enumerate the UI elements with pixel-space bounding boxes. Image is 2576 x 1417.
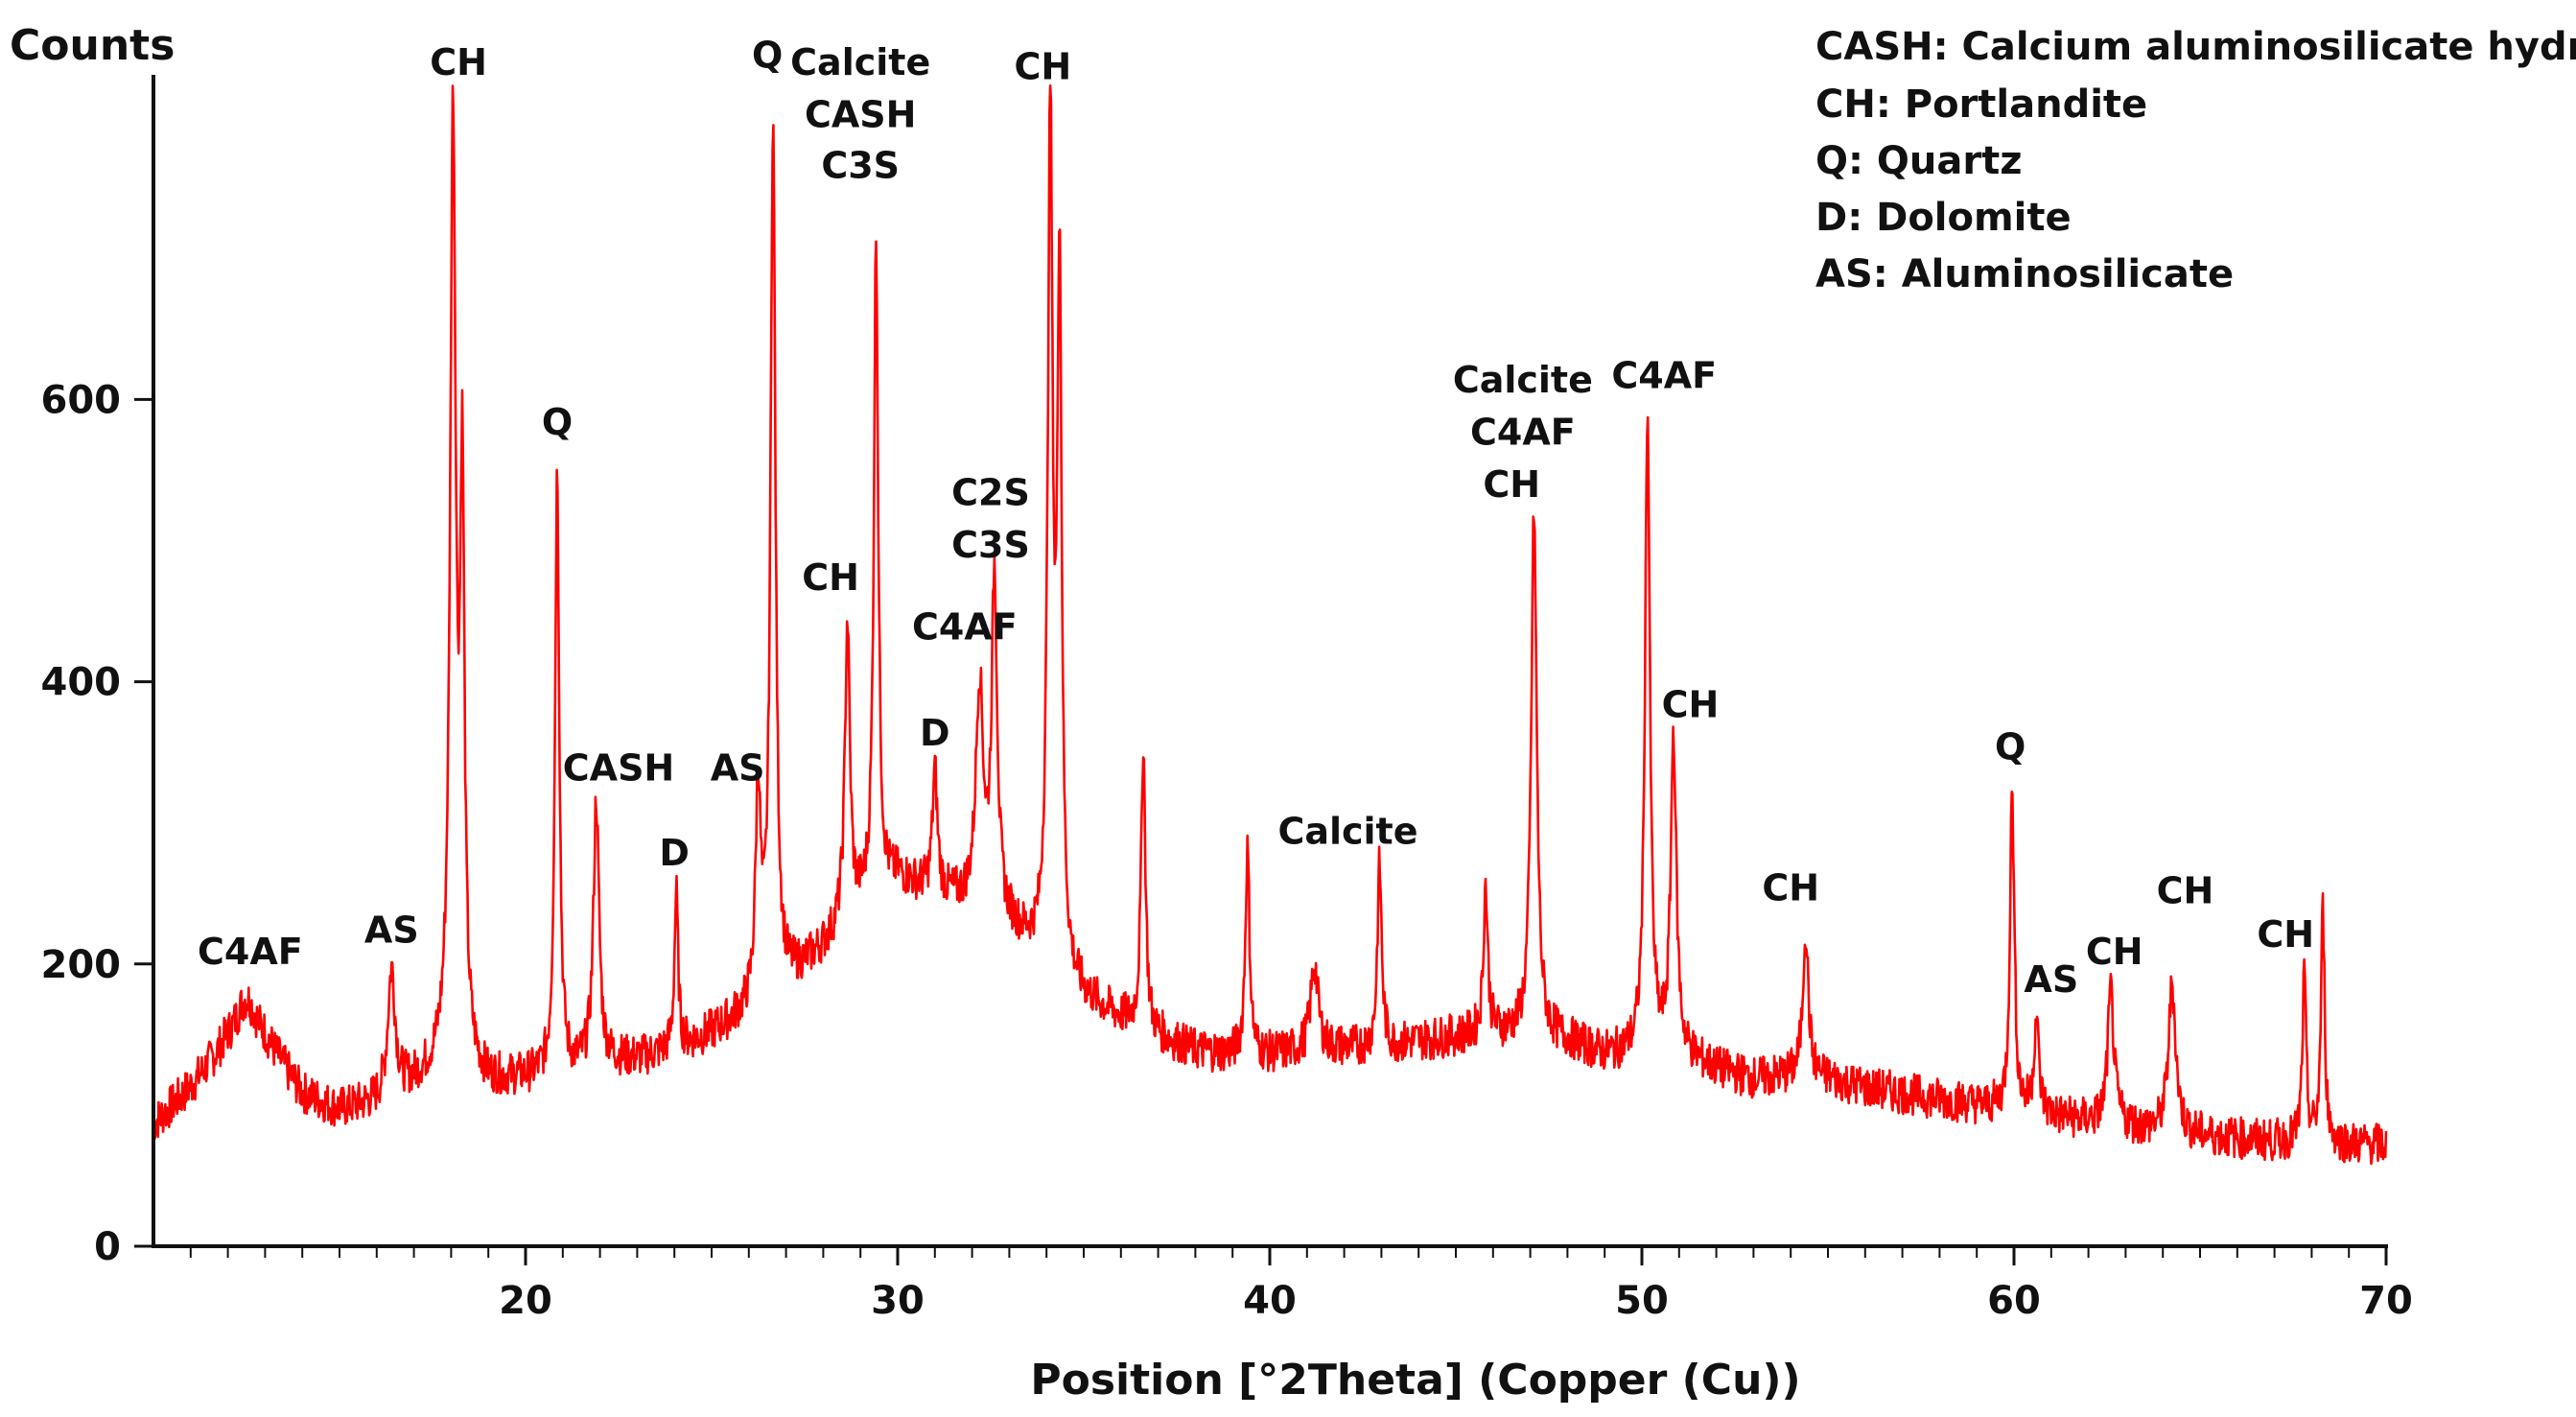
y-tick-label: 400 (41, 661, 122, 705)
y-tick-label: 200 (41, 943, 122, 987)
x-tick-label: 60 (1987, 1279, 2041, 1323)
peak-label: CH (430, 41, 487, 83)
peak-label: C4AF (1611, 355, 1717, 397)
plot-area (152, 83, 2388, 1166)
legend-item-q: Q: Quartz (1815, 139, 2023, 183)
legend: CASH: Calcium aluminosilicate hydrate CH… (1815, 25, 2576, 296)
peak-label: CH (802, 556, 859, 599)
x-tick-label: 30 (871, 1279, 925, 1323)
legend-item-ch: CH: Portlandite (1815, 83, 2147, 127)
peak-label: Q (1995, 725, 2026, 768)
ticks: 20 30 40 50 60 70 0 200 400 600 (41, 378, 2413, 1323)
x-tick-label: 20 (499, 1279, 552, 1323)
peak-label: CH (1014, 45, 1071, 87)
peak-label: CH (1483, 463, 1540, 506)
peak-label: AS (364, 909, 419, 952)
diffraction-pattern-line (152, 83, 2388, 1166)
x-tick-label: 40 (1243, 1279, 1297, 1323)
y-tick-label: 600 (41, 378, 122, 422)
peak-label: Calcite (790, 41, 930, 83)
peak-label: Calcite (1453, 359, 1593, 401)
peak-label: AS (2024, 958, 2078, 1001)
x-tick-label: 50 (1615, 1279, 1669, 1323)
legend-item-d: D: Dolomite (1815, 196, 2072, 240)
y-tick-label: 0 (94, 1225, 121, 1269)
peak-label: Calcite (1277, 811, 1417, 853)
legend-item-cash: CASH: Calcium aluminosilicate hydrate (1815, 25, 2576, 69)
peak-label: CH (1662, 683, 1720, 725)
peak-label: C2S (951, 472, 1030, 514)
peak-label: CH (2086, 931, 2143, 973)
peak-label: C4AF (912, 605, 1018, 648)
peak-label: CASH (805, 93, 916, 135)
peak-label: AS (711, 747, 765, 790)
peak-label: CASH (563, 747, 674, 790)
x-tick-label: 70 (2359, 1279, 2413, 1323)
peak-label: C4AF (198, 931, 303, 973)
legend-item-as: AS: Aluminosilicate (1815, 252, 2234, 296)
peak-label: Q (752, 35, 783, 77)
peak-label: C3S (821, 144, 900, 186)
peak-label: D (659, 832, 690, 874)
peak-label: CH (2257, 913, 2314, 956)
peak-label: D (920, 712, 950, 754)
y-axis-title: Counts (10, 21, 175, 70)
peak-label: CH (2157, 870, 2214, 912)
peak-label: C4AF (1470, 411, 1576, 453)
x-axis-title: Position [°2Theta] (Copper (Cu)) (1030, 1356, 1800, 1405)
peak-label: C3S (951, 524, 1030, 566)
peak-label: Q (542, 401, 573, 443)
peak-label: CH (1762, 867, 1819, 909)
